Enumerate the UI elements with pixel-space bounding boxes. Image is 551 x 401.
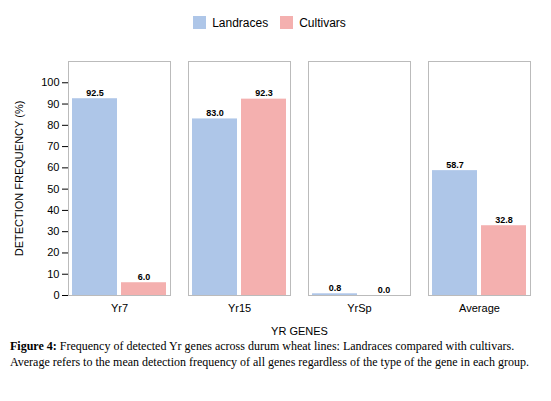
html-text:Cultivars: Cultivars — [299, 15, 346, 30]
svg-text:Yr7: Yr7 — [111, 302, 128, 314]
svg-text:70: 70 — [47, 140, 59, 152]
svg-text:0.8: 0.8 — [329, 283, 342, 293]
svg-text:50: 50 — [47, 183, 59, 195]
svg-text:0.0: 0.0 — [378, 285, 391, 295]
svg-text:92.5: 92.5 — [86, 88, 104, 98]
svg-text:20: 20 — [47, 246, 59, 258]
svg-text:0: 0 — [53, 289, 59, 301]
html-text:Landraces: Landraces — [212, 15, 269, 30]
svg-text:92.3: 92.3 — [255, 88, 273, 98]
svg-text:40: 40 — [47, 204, 59, 216]
svg-text:30: 30 — [47, 225, 59, 237]
svg-text:90: 90 — [47, 98, 59, 110]
svg-text:60: 60 — [47, 161, 59, 173]
svg-text:10: 10 — [47, 268, 59, 280]
svg-text:DETECTION FREQUENCY (%): DETECTION FREQUENCY (%) — [13, 101, 25, 257]
svg-text:32.8: 32.8 — [495, 215, 513, 225]
svg-text:YR GENES: YR GENES — [271, 325, 328, 337]
svg-text:58.7: 58.7 — [446, 160, 464, 170]
svg-text:Average: Average — [459, 302, 500, 314]
svg-text:100: 100 — [41, 76, 59, 88]
svg-text:6.0: 6.0 — [138, 272, 151, 282]
svg-text:YrSp: YrSp — [347, 302, 371, 314]
svg-text:83.0: 83.0 — [206, 108, 224, 118]
svg-text:Yr15: Yr15 — [228, 302, 251, 314]
html-text:Figure 4: Frequency of detecte: Figure 4: Frequency of detected Yr genes… — [10, 339, 529, 369]
svg-text:80: 80 — [47, 119, 59, 131]
